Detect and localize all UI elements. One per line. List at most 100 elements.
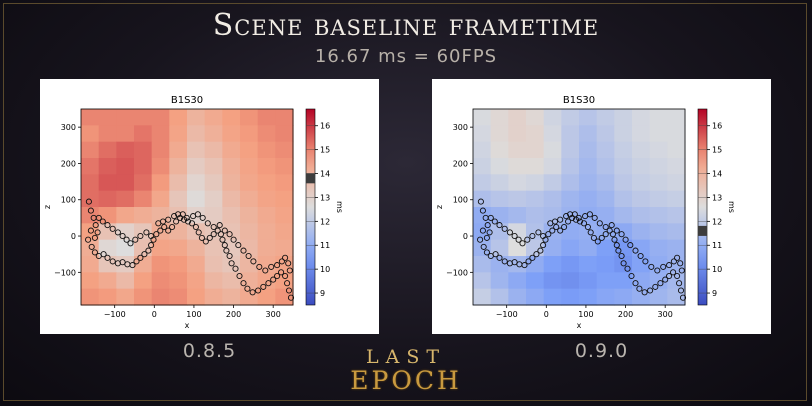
heatmap-cell <box>169 141 188 159</box>
heatmap-cell <box>473 207 492 224</box>
heatmap-cell <box>116 125 135 143</box>
path-point <box>137 254 144 261</box>
path-point <box>545 231 552 238</box>
path-point <box>268 263 275 270</box>
path-point <box>278 258 285 265</box>
heatmap-cell <box>667 158 686 175</box>
heatmap-cell <box>81 239 100 257</box>
path-point <box>525 258 532 265</box>
heatmap-cell <box>473 141 492 159</box>
path-point <box>282 254 289 261</box>
heatmap-cell <box>526 288 545 306</box>
path-point <box>157 227 164 234</box>
path-point <box>192 223 199 231</box>
heatmap-cell <box>473 158 492 175</box>
heatmap-cell <box>614 141 633 159</box>
path-point <box>594 238 601 245</box>
path-point <box>487 214 494 221</box>
chart-title: B1S30 <box>563 95 595 106</box>
heatmap-cell <box>526 125 545 143</box>
heatmap-cell <box>98 207 117 224</box>
path-point <box>232 265 239 272</box>
heatmap-cell <box>204 109 223 126</box>
heatmap-cell <box>526 141 545 159</box>
heatmap-cell <box>632 109 651 126</box>
colorbar-marker <box>306 173 315 184</box>
path-point <box>104 222 111 229</box>
path-point <box>480 243 487 250</box>
heatmap-cell <box>169 288 188 306</box>
path-point <box>235 242 242 249</box>
path-point <box>533 251 540 258</box>
heatmap-cell <box>561 272 580 290</box>
heatmap-cell <box>257 239 276 257</box>
chart-panel-left: B1S30 −100 0 100 200 300 −100 0 100 200 300 x z 9 10 11… <box>40 79 379 334</box>
heatmap-cell <box>490 288 509 306</box>
heatmap-cell <box>98 141 117 159</box>
path-point <box>535 229 542 236</box>
path-point <box>678 267 685 274</box>
path-point <box>529 232 536 240</box>
path-point <box>496 254 503 261</box>
path-point <box>540 242 547 249</box>
heatmap-cell <box>649 158 668 175</box>
heatmap-cell <box>632 158 651 175</box>
path-point <box>624 265 631 272</box>
x-tick-label: 0 <box>152 310 157 319</box>
heatmap-cell <box>543 109 562 126</box>
heatmap-cell <box>596 158 615 175</box>
heatmap-cell <box>204 158 223 175</box>
heatmap-cell <box>204 256 223 273</box>
path-point <box>87 227 94 234</box>
heatmap-cell <box>508 141 527 159</box>
heatmap-cell <box>526 109 545 126</box>
path-point <box>519 240 526 247</box>
colorbar-tick-label: 13 <box>320 193 330 202</box>
heatmap-cell <box>632 272 651 290</box>
path-point <box>479 227 486 234</box>
heatmap-cell <box>187 190 206 208</box>
heatmap-cell <box>579 174 598 192</box>
heatmap-cell <box>222 125 241 143</box>
chart-title: B1S30 <box>171 95 203 106</box>
path-point <box>129 262 136 269</box>
path-point <box>240 247 247 254</box>
path-point <box>179 211 186 218</box>
heatmap-cell <box>632 141 651 159</box>
path-point <box>165 227 172 234</box>
y-tick-label: 100 <box>453 196 468 205</box>
path-point <box>210 231 217 238</box>
x-tick-label: 100 <box>186 310 201 319</box>
heatmap-cell <box>204 190 223 208</box>
path-point <box>104 254 111 261</box>
heatmap-cell <box>81 256 100 273</box>
heatmap-cell <box>579 272 598 290</box>
heatmap-cell <box>134 174 153 192</box>
path-point <box>606 227 613 234</box>
colorbar-tick-label: 9 <box>712 289 717 298</box>
y-tick-label: −100 <box>54 268 76 277</box>
path-point <box>654 267 661 274</box>
heatmap-cell <box>240 256 259 273</box>
path-point <box>515 236 522 243</box>
heatmap-cell <box>151 158 170 175</box>
heatmap-cell <box>98 174 117 192</box>
heatmap-cells <box>81 109 294 306</box>
heatmap-cell <box>240 174 259 192</box>
chart-panel-right: B1S30 −100 0 100 200 300 −100 0 100 200 300 x z 9 10 11… <box>432 79 771 334</box>
heatmap-cell <box>508 125 527 143</box>
path-point <box>660 263 667 270</box>
heatmap-cell <box>98 288 117 306</box>
heatmap-cell <box>649 141 668 159</box>
heatmap-cell <box>561 190 580 208</box>
heatmap-cell <box>632 207 651 224</box>
heatmap-cell <box>490 174 509 192</box>
heatmap-cell <box>596 174 615 192</box>
heatmap-cell <box>98 125 117 143</box>
heatmap-cell <box>134 109 153 126</box>
path-point <box>636 285 643 292</box>
heatmap-cell <box>490 190 509 208</box>
path-point <box>100 251 107 258</box>
path-point <box>477 198 484 205</box>
heatmap-cell <box>116 207 135 224</box>
